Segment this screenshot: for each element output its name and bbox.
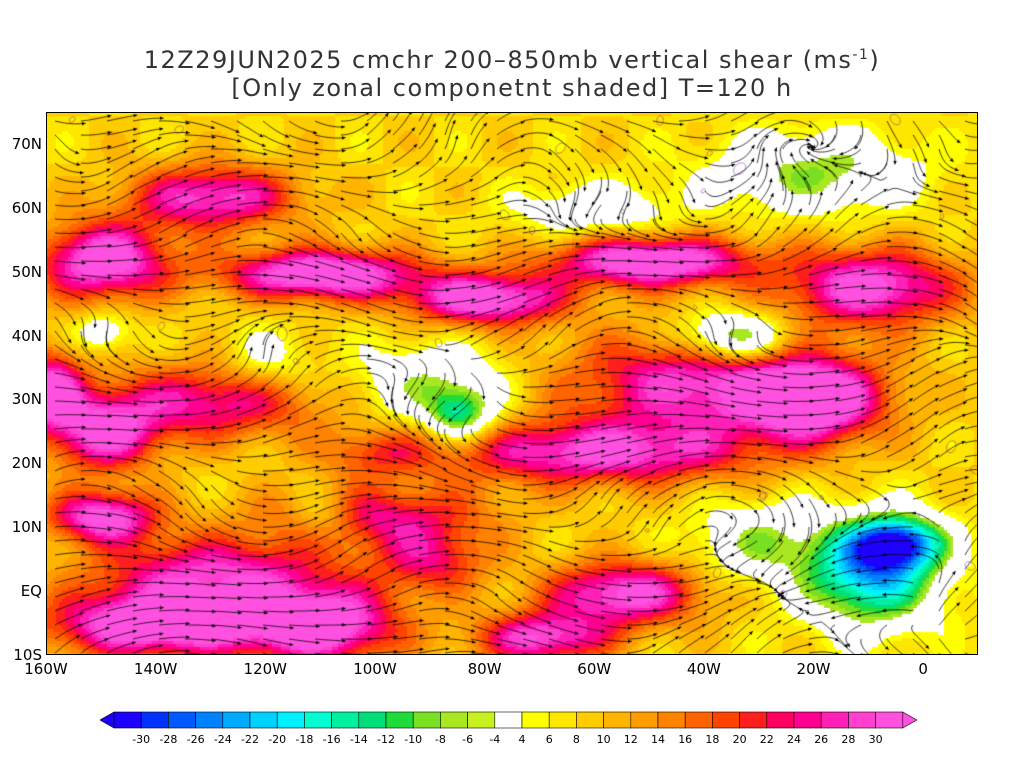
shear-field-canvas [47,113,978,655]
colorbar-tick-label: 14 [651,733,665,746]
colorbar [100,710,924,732]
colorbar-swatch [386,712,413,728]
colorbar-swatch [332,712,359,728]
colorbar-swatch [576,712,603,728]
lat-label: 10N [12,518,42,536]
colorbar-tick-label: 26 [814,733,828,746]
colorbar-tick-label: -10 [404,733,422,746]
colorbar-swatch [740,712,767,728]
colorbar-tick-label: -4 [489,733,500,746]
lon-label: 20W [797,660,831,678]
colorbar-max-arrow [903,712,917,728]
colorbar-swatch [304,712,331,728]
colorbar-tick-label: 24 [787,733,801,746]
lat-label: 60N [12,199,42,217]
colorbar-tick-label: -14 [350,733,368,746]
lon-label: 120W [244,660,287,678]
colorbar-swatch [876,712,903,728]
colorbar-tick-label: 28 [841,733,855,746]
colorbar-tick-label: -22 [241,733,259,746]
lat-label: 70N [12,135,42,153]
colorbar-tick-label: -28 [159,733,177,746]
colorbar-swatch [168,712,195,728]
lat-label: EQ [21,582,42,600]
colorbar-tick-label: 16 [678,733,692,746]
colorbar-tick-label: 12 [624,733,638,746]
lon-label: 80W [468,660,502,678]
colorbar-swatch [794,712,821,728]
colorbar-swatch [522,712,549,728]
colorbar-swatch [821,712,848,728]
colorbar-tick-label: 4 [519,733,526,746]
colorbar-swatch [549,712,576,728]
colorbar-swatch [658,712,685,728]
shear-map [46,112,978,655]
colorbar-tick-label: 8 [573,733,580,746]
lat-label: 50N [12,263,42,281]
colorbar-tick-label: 22 [760,733,774,746]
colorbar-swatch [685,712,712,728]
colorbar-swatch [468,712,495,728]
lat-label: 20N [12,454,42,472]
colorbar-swatch [495,712,522,728]
colorbar-tick-label: 10 [597,733,611,746]
colorbar-tick-label: -6 [462,733,473,746]
colorbar-tick-label: 20 [733,733,747,746]
lon-label: 0 [918,660,928,678]
colorbar-tick-label: -20 [268,733,286,746]
colorbar-tick-label: 18 [705,733,719,746]
colorbar-tick-label: -18 [295,733,313,746]
colorbar-swatch [196,712,223,728]
colorbar-tick-label: -16 [323,733,341,746]
colorbar-swatch [631,712,658,728]
colorbar-tick-label: -8 [435,733,446,746]
lon-label: 140W [134,660,177,678]
colorbar-swatch [250,712,277,728]
colorbar-tick-label: -30 [132,733,150,746]
colorbar-min-arrow [100,712,114,728]
colorbar-swatch [604,712,631,728]
colorbar-swatch [114,712,141,728]
colorbar-tick-label: -24 [214,733,232,746]
colorbar-swatch [848,712,875,728]
lon-label: 60W [577,660,611,678]
colorbar-swatch [712,712,739,728]
lon-label: 160W [24,660,67,678]
colorbar-swatch [359,712,386,728]
colorbar-tick-label: 30 [869,733,883,746]
colorbar-tick-label: -26 [187,733,205,746]
colorbar-swatch [440,712,467,728]
colorbar-swatch [141,712,168,728]
colorbar-tick-label: -12 [377,733,395,746]
lon-label: 100W [353,660,396,678]
colorbar-swatch [767,712,794,728]
colorbar-swatch [413,712,440,728]
chart-title-line2: [Only zonal componetnt shaded] T=120 h [0,74,1024,102]
lat-label: 40N [12,327,42,345]
lon-label: 40W [687,660,721,678]
chart-title-line1: 12Z29JUN2025 cmchr 200–850mb vertical sh… [0,46,1024,74]
colorbar-swatch [223,712,250,728]
lat-label: 30N [12,390,42,408]
colorbar-swatch [277,712,304,728]
colorbar-tick-label: 6 [546,733,553,746]
